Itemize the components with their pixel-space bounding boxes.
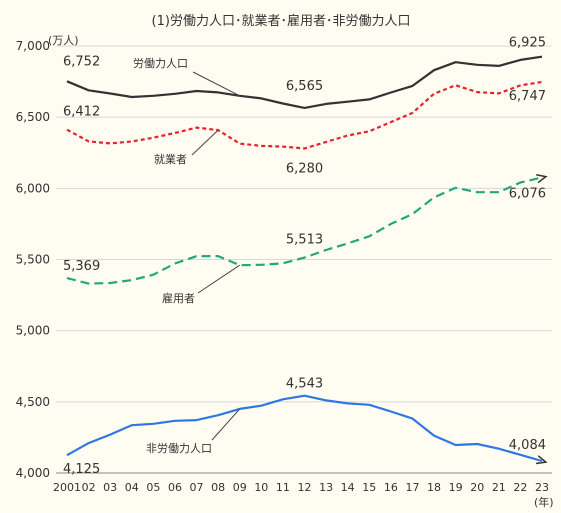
x-tick-label: 08 [211,481,225,494]
series-end-arrow [536,174,548,184]
y-tick-label: 4,500 [16,395,50,409]
x-tick-label: 09 [233,481,247,494]
data-label: 6,412 [63,105,100,120]
data-label: 6,565 [286,79,323,94]
x-tick-label: 13 [319,481,333,494]
series-end-arrow [535,455,548,465]
callout-leader-line [191,129,219,156]
chart-title: (1)労働力人口･就業者･雇用者･非労働力人口 [152,13,411,29]
data-label: 5,513 [286,233,323,248]
data-label: 6,747 [509,89,546,104]
x-tick-label: 12 [298,481,312,494]
y-tick-label: 5,000 [16,324,50,338]
y-tick-label: 7,000 [16,39,50,53]
x-tick-label: 17 [405,481,419,494]
data-label: 4,084 [509,438,546,453]
y-tick-label: 5,500 [16,253,50,267]
series-label-employees: 雇用者 [162,291,195,305]
x-unit-label: (年) [534,495,554,509]
x-tick-label: 05 [146,481,160,494]
x-tick-label: 19 [449,481,463,494]
x-tick-label: 11 [276,481,290,494]
x-tick-label: 16 [384,481,398,494]
x-tick-label: 04 [125,481,139,494]
series-label-notlabor: 非労働力人口 [146,441,212,455]
series-label-employed: 就業者 [154,152,187,166]
x-tick-label: 22 [513,481,527,494]
y-unit-label: (万人) [48,34,79,47]
y-tick-label: 4,000 [16,466,50,480]
y-tick-label: 6,500 [16,110,50,124]
x-tick-label: 10 [254,481,268,494]
callout-leader-line [192,71,240,97]
series-line-notlabor [66,394,543,463]
callout-leader-line [211,408,241,441]
series-line-employees [66,176,543,285]
data-label: 6,752 [63,54,100,69]
series-line-employed [66,80,543,150]
x-tick-label: 15 [362,481,376,494]
x-tick-label: 03 [103,481,117,494]
data-label: 6,280 [286,161,323,176]
x-tick-label: 23 [535,481,549,494]
x-tick-label: 07 [190,481,204,494]
series-label-labor: 労働力人口 [133,56,188,70]
x-tick-label: 02 [82,481,96,494]
x-tick-label: 21 [492,481,506,494]
data-label: 6,076 [509,187,546,202]
callout-leader-line [197,264,241,294]
data-label: 6,925 [509,36,546,51]
x-tick-label: 20 [470,481,484,494]
data-label: 4,125 [63,462,100,477]
data-label: 5,369 [63,259,100,274]
data-label: 4,543 [286,377,323,392]
x-tick-label: 2001 [53,481,81,494]
y-tick-label: 6,000 [16,181,50,195]
x-tick-label: 14 [341,481,355,494]
x-tick-label: 06 [168,481,182,494]
series-line-labor [66,55,543,109]
x-tick-label: 18 [427,481,441,494]
